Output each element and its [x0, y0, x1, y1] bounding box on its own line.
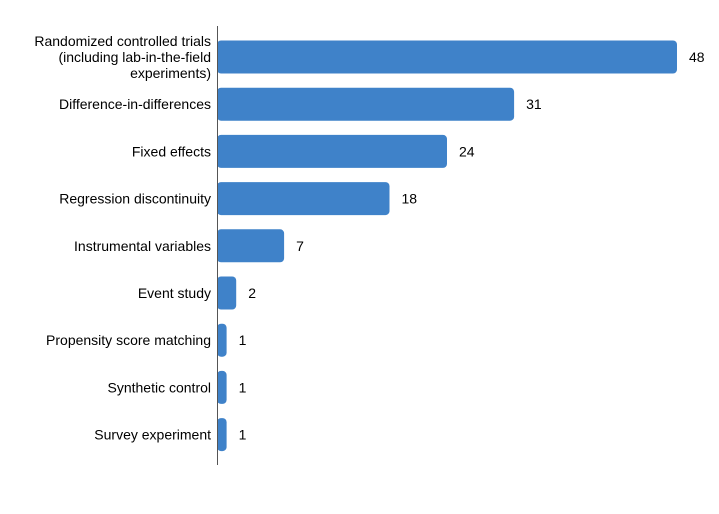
value-label-0: 48 — [689, 49, 705, 65]
category-label-line: Instrumental variables — [74, 238, 211, 254]
value-label-4: 7 — [296, 238, 304, 254]
category-label-5: Event study — [138, 285, 211, 301]
category-label-line: Synthetic control — [108, 379, 212, 395]
bar-1 — [217, 87, 515, 121]
category-label-line: Fixed effects — [132, 143, 211, 159]
category-label-3: Regression discontinuity — [59, 191, 211, 207]
bar-4 — [217, 229, 285, 263]
bar-0 — [217, 40, 677, 74]
category-label-6: Propensity score matching — [46, 332, 211, 348]
value-label-3: 18 — [402, 191, 418, 207]
value-label-8: 1 — [239, 427, 247, 443]
category-label-1: Difference-in-differences — [59, 96, 211, 112]
category-label-2: Fixed effects — [132, 143, 211, 159]
bars-group — [217, 40, 677, 452]
bar-3 — [217, 182, 390, 216]
category-label-7: Synthetic control — [108, 379, 212, 395]
category-label-4: Instrumental variables — [74, 238, 211, 254]
category-label-line: Regression discontinuity — [59, 191, 211, 207]
value-label-5: 2 — [248, 285, 256, 301]
value-label-7: 1 — [239, 379, 247, 395]
bar-8 — [217, 418, 227, 452]
category-label-line: Event study — [138, 285, 211, 301]
bar-2 — [217, 134, 447, 168]
category-label-line: Difference-in-differences — [59, 96, 211, 112]
category-label-line: experiments) — [130, 65, 211, 81]
bar-6 — [217, 323, 227, 357]
value-label-1: 31 — [526, 96, 542, 112]
category-label-line: Propensity score matching — [46, 332, 211, 348]
category-label-line: Survey experiment — [94, 427, 211, 443]
category-labels-group: Randomized controlled trials (including l… — [34, 33, 211, 443]
value-label-2: 24 — [459, 143, 475, 159]
bar-7 — [217, 370, 227, 404]
category-label-line: Randomized controlled trials — [34, 33, 211, 49]
category-label-line: (including lab-in-the-field — [58, 49, 211, 65]
bar-5 — [217, 276, 237, 310]
category-label-8: Survey experiment — [94, 427, 211, 443]
value-labels-group: 48 31 24 18 7 2 1 1 1 — [239, 49, 705, 443]
value-label-6: 1 — [239, 332, 247, 348]
category-label-0: Randomized controlled trials (including l… — [34, 33, 211, 81]
